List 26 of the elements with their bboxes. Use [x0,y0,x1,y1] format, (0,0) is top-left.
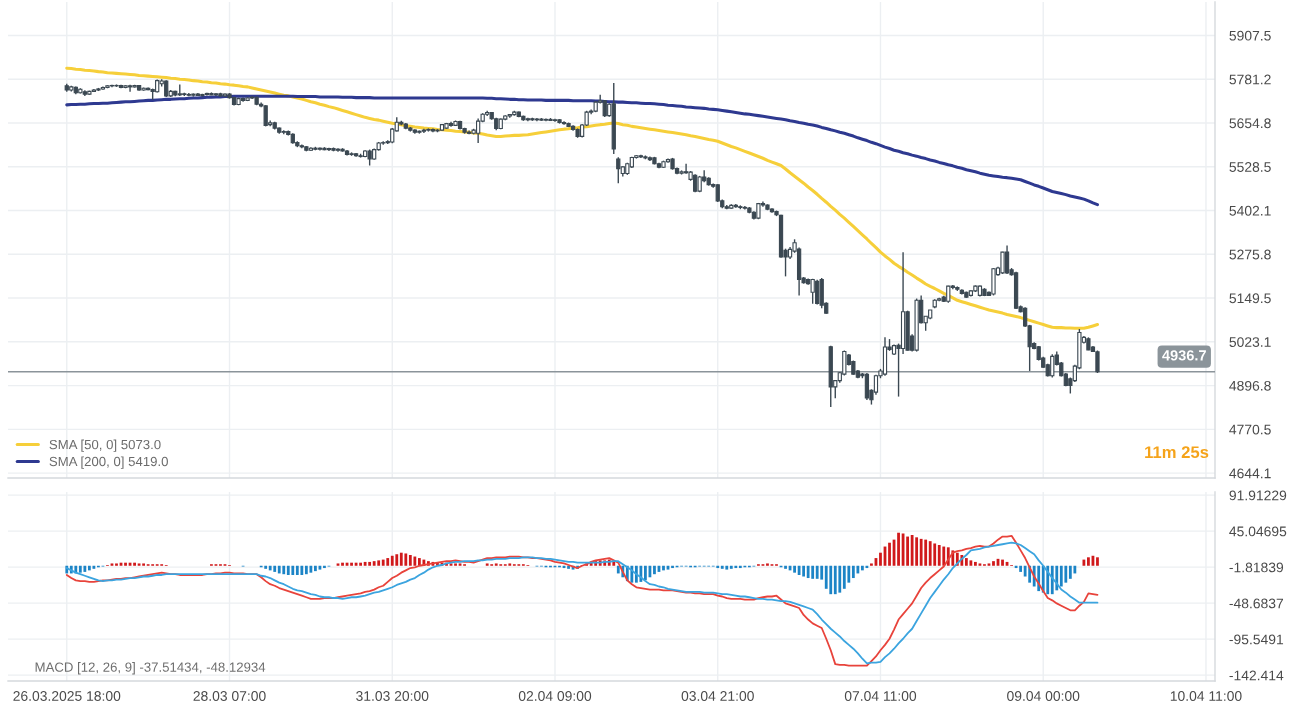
y-tick-label: -48.6837 [1229,598,1284,609]
y-tick-label: 4770.5 [1229,424,1271,435]
y-tick-label: -1.81839 [1229,562,1284,573]
y-tick-label: 5275.8 [1229,249,1271,260]
y-tick-label: -142.414 [1229,670,1284,681]
x-tick-label: 03.04 21:00 [681,691,754,701]
x-tick-label: 07.04 11:00 [844,691,917,701]
y-tick-label: 5907.5 [1229,30,1271,41]
x-tick-label: 31.03 20:00 [356,691,429,701]
y-tick-label: 5149.5 [1229,293,1271,304]
y-tick-label: -95.5491 [1229,634,1284,645]
y-tick-label: 4896.8 [1229,380,1271,391]
annotation: MACD [12, 26, 9] -37.51434, -48.12934 [35,662,266,675]
x-tick-label: 02.04 09:00 [518,691,592,701]
y-tick-label: 5023.1 [1229,337,1271,347]
x-tick-label: 10.04 11:00 [1170,691,1242,701]
y-tick-label: 5654.8 [1229,118,1271,129]
y-tick-label: 45.04695 [1229,526,1287,537]
x-tick-label: 09.04 00:00 [1007,691,1080,701]
y-tick-label: 5781.2 [1229,74,1271,85]
y-tick-label: 91.91229 [1229,490,1287,501]
y-tick-label: 4644.1 [1229,468,1271,479]
y-tick-label: 5528.5 [1229,162,1271,172]
y-tick-label: 5402.1 [1229,205,1271,216]
x-tick-label: 28.03 07:00 [193,691,266,701]
x-tick-label: 26.03.2025 18:00 [13,691,121,701]
